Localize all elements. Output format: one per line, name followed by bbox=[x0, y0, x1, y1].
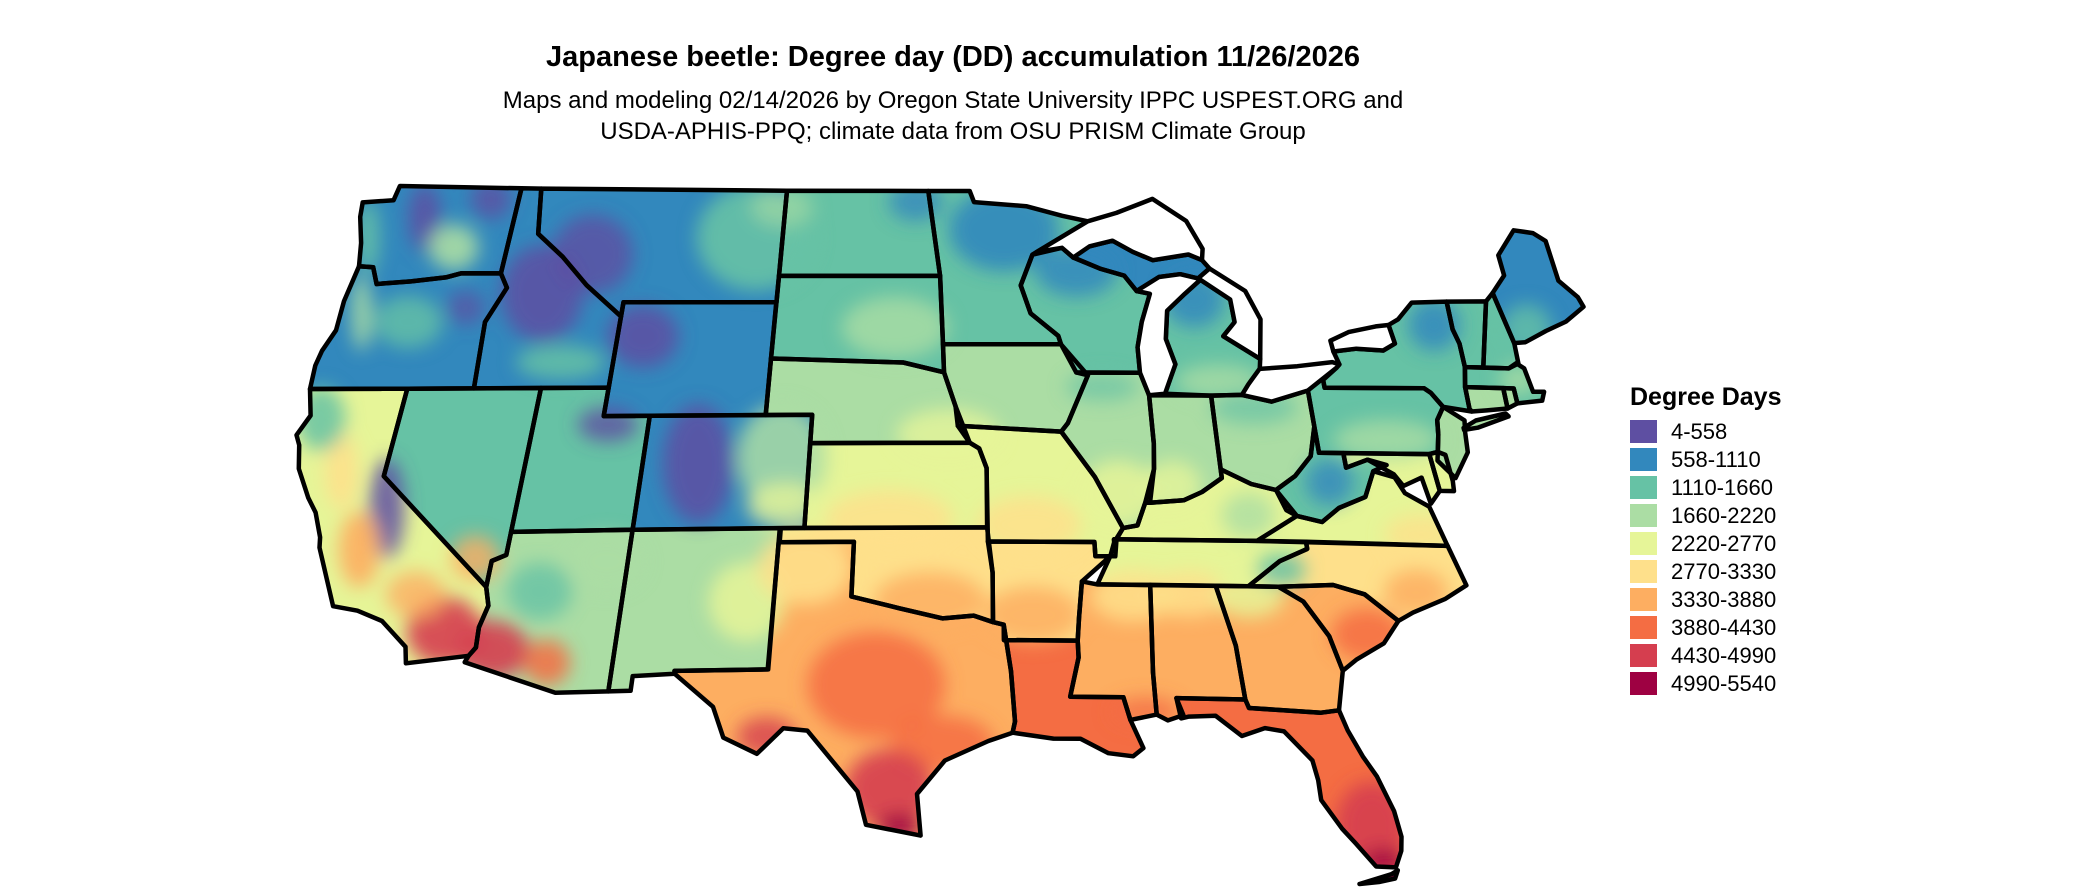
state-border-li bbox=[1461, 411, 1511, 433]
legend-swatch bbox=[1630, 644, 1657, 667]
state-border-tx bbox=[672, 539, 1018, 838]
state-border-fl bbox=[1174, 695, 1404, 870]
legend-title: Degree Days bbox=[1630, 383, 1782, 411]
legend-entry: 2770-3330 bbox=[1630, 560, 1781, 583]
legend-entry: 1110-1660 bbox=[1630, 476, 1781, 499]
legend-entry-label: 2220-2770 bbox=[1671, 531, 1777, 556]
lake-mich bbox=[1134, 271, 1203, 398]
state-border-keys bbox=[1357, 868, 1401, 887]
legend-entry: 4-558 bbox=[1630, 420, 1781, 443]
lake-sup bbox=[1034, 196, 1205, 263]
subtitle: Maps and modeling 02/14/2026 by Oregon S… bbox=[503, 85, 1403, 147]
legend-entry: 2220-2770 bbox=[1630, 532, 1781, 555]
state-border-layer bbox=[294, 183, 1586, 887]
legend-entry-label: 4-558 bbox=[1671, 419, 1728, 444]
great-lakes-layer bbox=[1034, 196, 1398, 404]
legend-swatch bbox=[1630, 504, 1657, 527]
lake-hur bbox=[1195, 266, 1263, 362]
lake-ont bbox=[1328, 322, 1398, 354]
subtitle-line-1: Maps and modeling 02/14/2026 by Oregon S… bbox=[502, 87, 1404, 114]
legend-swatch bbox=[1630, 560, 1657, 583]
legend-swatch bbox=[1630, 476, 1657, 499]
state-border-me bbox=[1490, 228, 1586, 346]
state-fill-de bbox=[1429, 451, 1454, 492]
legend-swatch bbox=[1630, 532, 1657, 555]
legend-entry: 558-1110 bbox=[1630, 448, 1781, 471]
legend-entry-label: 1660-2220 bbox=[1671, 503, 1777, 528]
legend-swatch bbox=[1630, 448, 1657, 471]
us-degree-day-map bbox=[294, 183, 1586, 887]
legend-entry-label: 2770-3330 bbox=[1671, 559, 1777, 584]
legend-entry-label: 3330-3880 bbox=[1671, 587, 1777, 612]
state-border-nc bbox=[1246, 539, 1469, 624]
state-fill-al bbox=[1150, 584, 1246, 721]
legend-swatch bbox=[1630, 616, 1657, 639]
legend-entry-label: 558-1110 bbox=[1671, 447, 1761, 472]
map-legend: Degree Days 4-558 558-1110 1110-1660 1660-2… bbox=[1630, 383, 1781, 700]
subtitle-line-2: USDA-APHIS-PPQ; climate data from OSU PR… bbox=[600, 118, 1306, 145]
state-fill-md bbox=[1343, 453, 1440, 504]
state-fill-ct bbox=[1465, 387, 1508, 412]
state-fill-ia bbox=[943, 344, 1088, 432]
legend-swatch bbox=[1630, 420, 1657, 443]
legend-entry-label: 4430-4990 bbox=[1671, 643, 1777, 668]
legend-entry-label: 3880-4430 bbox=[1671, 615, 1777, 640]
legend-swatch bbox=[1630, 672, 1657, 695]
legend-entry: 4430-4990 bbox=[1630, 644, 1781, 667]
legend-entries: 4-558 558-1110 1110-1660 1660-2220 2220-2770… bbox=[1630, 420, 1781, 695]
legend-entry-label: 1110-1660 bbox=[1671, 475, 1773, 500]
page-title: Japanese beetle: Degree day (DD) accumul… bbox=[546, 41, 1360, 74]
legend-entry-label: 4990-5540 bbox=[1671, 671, 1777, 696]
legend-swatch bbox=[1630, 588, 1657, 611]
legend-entry: 3880-4430 bbox=[1630, 616, 1781, 639]
legend-entry: 3330-3880 bbox=[1630, 588, 1781, 611]
legend-entry: 4990-5540 bbox=[1630, 672, 1781, 695]
state-fill-nv bbox=[383, 388, 541, 587]
legend-entry: 1660-2220 bbox=[1630, 504, 1781, 527]
lake-erie bbox=[1239, 359, 1342, 404]
state-fill-la bbox=[1003, 624, 1144, 757]
